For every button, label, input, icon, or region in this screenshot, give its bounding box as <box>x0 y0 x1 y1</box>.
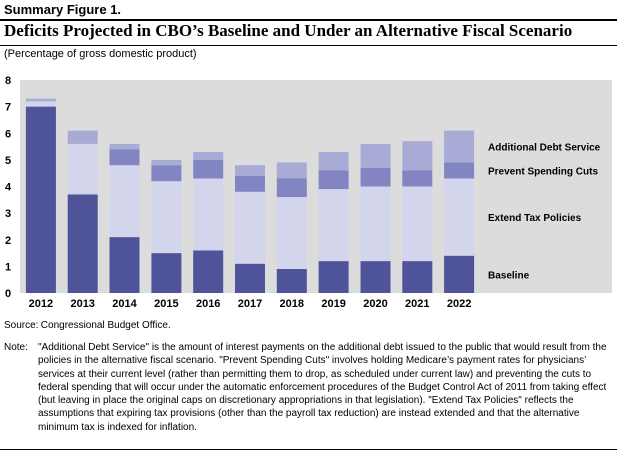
bar-segment-baseline-2015 <box>151 253 182 293</box>
bar-segment-baseline-2021 <box>402 261 433 293</box>
x-tick-label: 2014 <box>112 298 137 310</box>
y-tick-label: 5 <box>5 155 11 167</box>
legend-label-extend-tax-policies: Extend Tax Policies <box>488 213 582 224</box>
chart-svg: 2012 2013 2014 2015 2016 2017 2018 2019 2020 2021… <box>5 75 612 310</box>
legend-label-prevent-spending-cuts: Prevent Spending Cuts <box>488 167 598 178</box>
bar-segment-extend-tax-policies-2021 <box>402 186 433 262</box>
x-tick-label: 2013 <box>70 298 94 310</box>
bar-segment-baseline-2013 <box>67 194 98 293</box>
bar-segment-additional-debt-service-2017 <box>235 165 265 176</box>
bar-segment-baseline-2019 <box>318 261 349 293</box>
x-tick-label: 2020 <box>363 298 387 310</box>
legend-group: Baseline Extend Tax Policies Prevent Spend… <box>488 143 601 282</box>
y-tick-label: 4 <box>5 182 12 194</box>
title-rule-thin <box>0 45 617 46</box>
bar-segment-prevent-spending-cuts-2016 <box>193 159 224 179</box>
chart-subtitle: (Percentage of gross domestic product) <box>4 48 197 60</box>
plot-background <box>20 80 612 293</box>
bar-segment-additional-debt-service-2013 <box>67 130 98 144</box>
bar-segment-extend-tax-policies-2012 <box>25 101 56 107</box>
bar-segment-baseline-2016 <box>193 250 224 293</box>
note-label: Note: <box>4 342 28 353</box>
x-tick-label: 2018 <box>280 298 304 310</box>
bar-segment-baseline-2012 <box>25 106 56 293</box>
bar-segment-additional-debt-service-2016 <box>193 151 224 160</box>
bar-segment-prevent-spending-cuts-2014 <box>109 149 140 166</box>
y-tick-label: 7 <box>5 102 11 114</box>
bars-group <box>25 98 475 293</box>
bar-segment-extend-tax-policies-2018 <box>276 197 307 269</box>
bar-segment-extend-tax-policies-2016 <box>193 178 224 251</box>
y-tick-label: 3 <box>5 208 11 220</box>
bar-segment-additional-debt-service-2012 <box>25 98 56 102</box>
bar-segment-extend-tax-policies-2015 <box>151 181 182 254</box>
bottom-rule <box>0 449 617 450</box>
bar-segment-prevent-spending-cuts-2019 <box>318 170 349 190</box>
bar-segment-extend-tax-policies-2017 <box>235 191 265 264</box>
x-tick-label: 2012 <box>29 298 53 310</box>
bar-segment-extend-tax-policies-2014 <box>109 165 140 238</box>
bar-segment-prevent-spending-cuts-2022 <box>444 162 475 179</box>
x-tick-label: 2016 <box>196 298 220 310</box>
bar-segment-additional-debt-service-2014 <box>109 143 140 150</box>
bar-segment-prevent-spending-cuts-2017 <box>235 175 265 192</box>
chart-title: Deficits Projected in CBO’s Baseline and… <box>4 21 573 40</box>
bar-segment-baseline-2020 <box>360 261 391 293</box>
source-text: Congressional Budget Office. <box>40 320 171 331</box>
bar-segment-baseline-2022 <box>444 255 475 293</box>
bar-segment-baseline-2018 <box>276 269 307 293</box>
bar-segment-baseline-2014 <box>109 237 140 293</box>
source-label: Source: <box>4 320 39 331</box>
bar-segment-prevent-spending-cuts-2021 <box>402 170 433 187</box>
legend-label-baseline: Baseline <box>488 270 530 281</box>
note-text: "Additional Debt Service" is the amount … <box>38 342 607 433</box>
legend-label-additional-debt-service: Additional Debt Service <box>488 143 601 154</box>
bar-segment-baseline-2017 <box>235 263 265 293</box>
title-rule-thick <box>0 19 617 21</box>
bar-segment-prevent-spending-cuts-2020 <box>360 167 391 187</box>
bar-segment-additional-debt-service-2019 <box>318 151 349 171</box>
bar-segment-prevent-spending-cuts-2018 <box>276 178 307 198</box>
bar-segment-extend-tax-policies-2013 <box>67 143 98 195</box>
y-tick-label: 2 <box>5 235 11 247</box>
y-tick-label: 6 <box>5 128 11 140</box>
axes-group: 2012 2013 2014 2015 2016 2017 2018 2019 2020 2021… <box>5 75 471 310</box>
y-tick-label: 8 <box>5 75 11 87</box>
figure-label: Summary Figure 1. <box>4 2 122 17</box>
y-tick-label: 1 <box>5 261 11 273</box>
bar-segment-additional-debt-service-2021 <box>402 141 433 171</box>
bar-segment-extend-tax-policies-2020 <box>360 186 391 262</box>
bar-segment-prevent-spending-cuts-2015 <box>151 165 182 182</box>
y-tick-label: 0 <box>5 288 11 300</box>
bar-segment-extend-tax-policies-2022 <box>444 178 475 256</box>
x-tick-label: 2021 <box>405 298 429 310</box>
bar-segment-additional-debt-service-2015 <box>151 159 182 166</box>
x-tick-label: 2019 <box>321 298 345 310</box>
bar-segment-additional-debt-service-2022 <box>444 130 475 163</box>
bar-segment-additional-debt-service-2018 <box>276 162 307 179</box>
x-tick-label: 2022 <box>447 298 471 310</box>
bar-segment-extend-tax-policies-2019 <box>318 189 349 262</box>
bar-segment-additional-debt-service-2020 <box>360 143 391 168</box>
x-tick-label: 2017 <box>238 298 262 310</box>
source-line: Source: Congressional Budget Office. <box>4 320 171 331</box>
x-tick-label: 2015 <box>154 298 178 310</box>
